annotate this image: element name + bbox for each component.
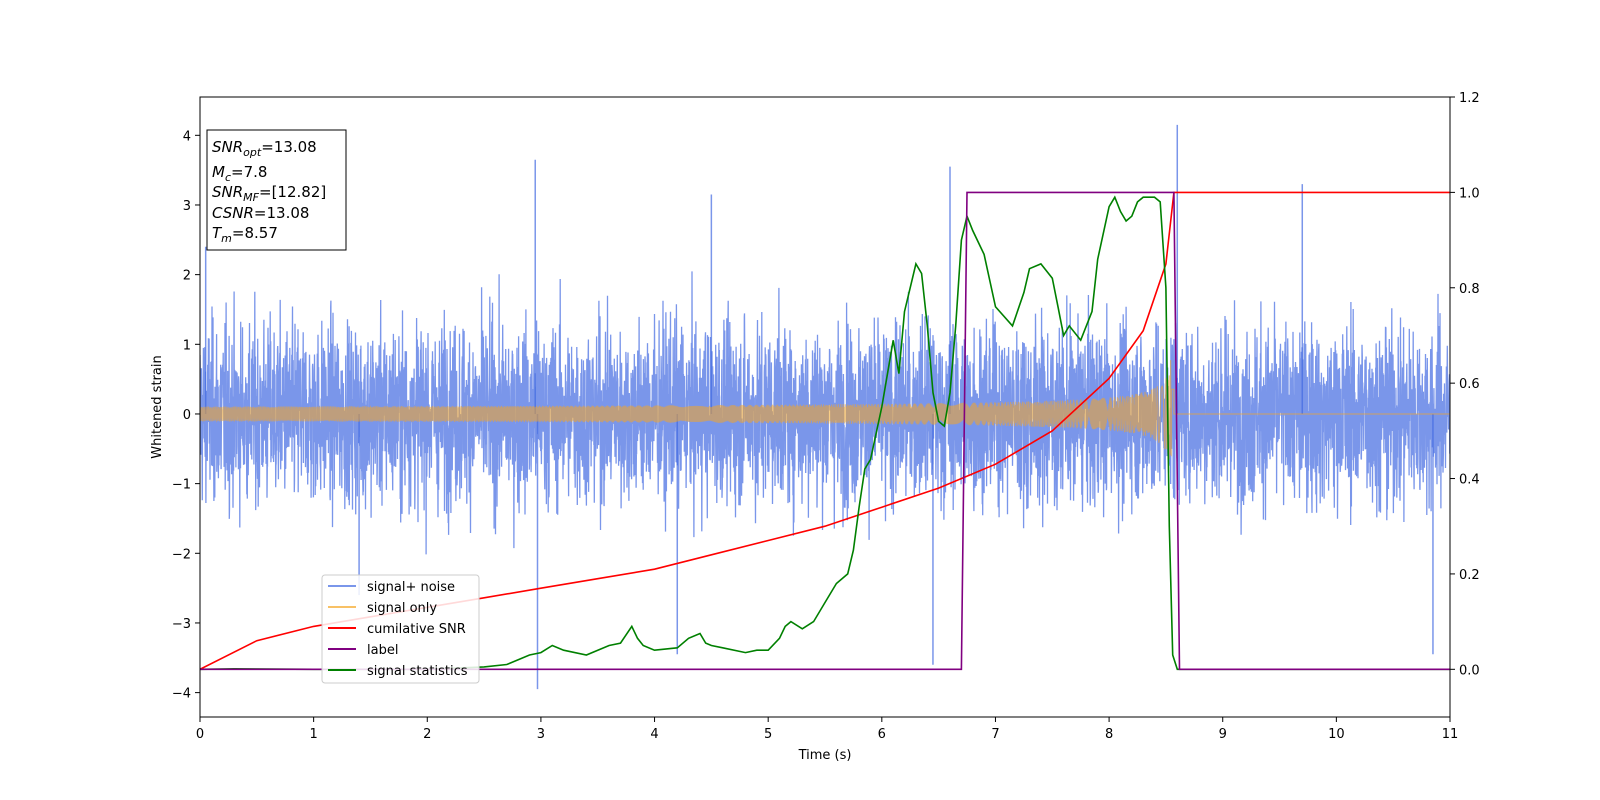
y-axis-label: Whitened strain bbox=[150, 355, 165, 458]
x-tick-label: 10 bbox=[1328, 727, 1345, 742]
info-line-3: CSNR=13.08 bbox=[212, 204, 309, 222]
plot-frame bbox=[199, 96, 1451, 718]
y-left-tick-label: 2 bbox=[183, 269, 191, 284]
series-label bbox=[200, 191, 1450, 671]
x-tick-label: 2 bbox=[423, 727, 431, 742]
y-left-tick-label: 0 bbox=[183, 408, 191, 423]
y-right-tick-label: 0.8 bbox=[1459, 282, 1480, 297]
series-signal-statistics bbox=[200, 195, 1450, 671]
series-signal-noise bbox=[200, 271, 1450, 555]
info-line-2: SNRMF=[12.82] bbox=[212, 183, 326, 204]
y-left-tick-label: −3 bbox=[172, 617, 191, 632]
x-tick-label: 6 bbox=[878, 727, 886, 742]
x-tick-label: 9 bbox=[1219, 727, 1227, 742]
legend-label: signal only bbox=[367, 601, 437, 616]
y-right-tick-label: 0.2 bbox=[1459, 568, 1480, 583]
x-tick-label: 8 bbox=[1105, 727, 1113, 742]
y-left-tick-label: 4 bbox=[183, 129, 191, 144]
info-line-0: SNRopt=13.08 bbox=[212, 138, 317, 159]
x-tick-label: 7 bbox=[991, 727, 999, 742]
y-left-tick-label: −2 bbox=[172, 547, 191, 562]
legend-frame bbox=[321, 574, 480, 684]
y-left-tick-label: −4 bbox=[172, 687, 191, 702]
info-line-4: Tm=8.57 bbox=[212, 224, 278, 245]
legend-label: cumilative SNR bbox=[367, 622, 466, 637]
x-tick-label: 0 bbox=[196, 727, 204, 742]
y-right-tick-label: 1.0 bbox=[1459, 186, 1480, 201]
x-tick-label: 5 bbox=[764, 727, 772, 742]
y-right-tick-label: 0.4 bbox=[1459, 473, 1480, 488]
info-line-1: Mc=7.8 bbox=[212, 163, 267, 184]
y-right-tick-label: 1.2 bbox=[1459, 91, 1480, 106]
x-tick-label: 11 bbox=[1442, 727, 1459, 742]
info-box: SNRopt=13.08 Mc=7.8SNRMF=[12.82]CSNR=13.0… bbox=[206, 129, 347, 251]
y-left-tick-label: 1 bbox=[183, 338, 191, 353]
axes-layer: 0 1 2 3 4 5 6 7 8 9 10 11 −4 −3 −2 −1 0 1 2 3 4 0.0 0.2 0.4 0.6 0… bbox=[172, 91, 1480, 742]
y-left-tick-label: 3 bbox=[183, 199, 191, 214]
y-right-tick-label: 0.6 bbox=[1459, 377, 1480, 392]
y-right-tick-label: 0.0 bbox=[1459, 663, 1480, 678]
legend-label: label bbox=[367, 643, 398, 658]
series-signal-only bbox=[200, 360, 1450, 460]
x-tick-label: 3 bbox=[537, 727, 545, 742]
info-box-frame bbox=[206, 129, 347, 251]
legend-label: signal+ noise bbox=[367, 580, 455, 595]
x-tick-label: 1 bbox=[309, 727, 317, 742]
legend: signal+ noise signal only cumilative SNR la… bbox=[321, 574, 480, 684]
legend-label: signal statistics bbox=[367, 664, 468, 679]
y-left-tick-label: −1 bbox=[172, 478, 191, 493]
x-axis-label: Time (s) bbox=[798, 748, 852, 763]
x-tick-label: 4 bbox=[650, 727, 658, 742]
